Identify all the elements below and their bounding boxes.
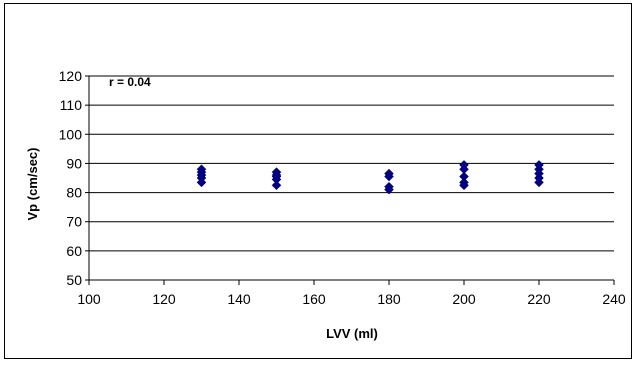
x-tick-label: 100 xyxy=(77,291,101,307)
x-tick-label: 220 xyxy=(527,291,551,307)
data-point xyxy=(384,181,394,192)
y-tick-label: 80 xyxy=(66,185,82,201)
y-axis-title: Vp (cm/sec) xyxy=(25,148,40,221)
x-axis-title: LVV (ml) xyxy=(326,326,378,341)
x-tick-label: 140 xyxy=(227,291,251,307)
y-tick-label: 110 xyxy=(60,97,83,113)
data-point xyxy=(196,164,207,175)
data-point xyxy=(534,160,544,170)
data-points xyxy=(196,160,544,195)
x-tick-label: 120 xyxy=(152,291,176,307)
x-tick-label: 240 xyxy=(602,291,626,307)
data-point xyxy=(459,177,469,188)
y-tick-label: 90 xyxy=(66,155,82,171)
y-tick-label: 60 xyxy=(66,243,82,259)
y-tick-label: 50 xyxy=(66,272,82,288)
x-tick-label: 160 xyxy=(302,291,326,307)
data-point xyxy=(459,160,469,170)
correlation-annotation: r = 0.04 xyxy=(109,75,151,89)
tick-labels: 50 60 70 80 90 100 110 120 100 120 140 160 180 200 220… xyxy=(59,68,626,307)
axes xyxy=(85,75,615,285)
y-tick-label: 100 xyxy=(59,126,83,142)
data-point xyxy=(271,167,282,178)
y-tick-label: 70 xyxy=(66,214,82,230)
x-tick-label: 200 xyxy=(452,291,476,307)
data-point xyxy=(384,168,394,179)
data-point xyxy=(459,171,469,182)
y-tick-label: 120 xyxy=(59,68,83,84)
chart-frame xyxy=(4,3,632,359)
data-point xyxy=(271,180,282,191)
x-tick-label: 180 xyxy=(377,291,401,307)
